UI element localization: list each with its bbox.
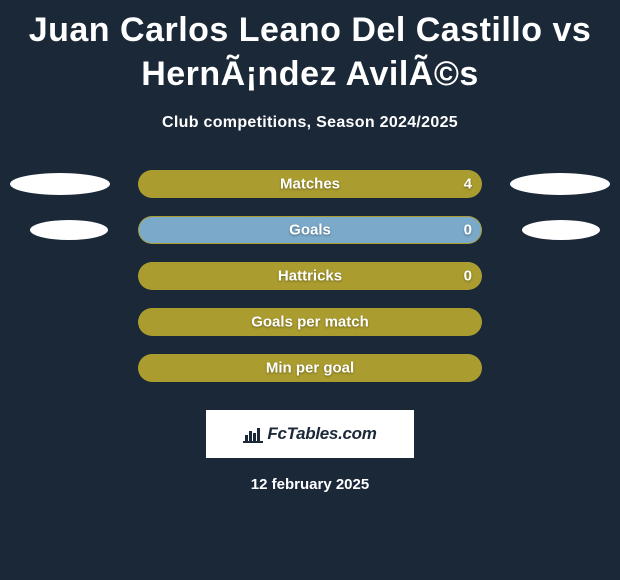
stat-bar: Goals per match <box>138 308 482 336</box>
subtitle: Club competitions, Season 2024/2025 <box>0 114 620 132</box>
brand-box[interactable]: FcTables.com <box>206 410 414 458</box>
bar-label: Goals per match <box>251 314 369 331</box>
page-title: Juan Carlos Leano Del Castillo vs HernÃ¡… <box>0 8 620 96</box>
ellipse-right <box>522 220 600 240</box>
stat-bar: Matches 4 <box>138 170 482 198</box>
stat-row: Hattricks 0 <box>0 262 620 290</box>
ellipse-left <box>30 220 108 240</box>
stat-rows: Matches 4 Goals 0 Hattricks 0 Goals per match M… <box>0 170 620 382</box>
comparison-widget: Juan Carlos Leano Del Castillo vs HernÃ¡… <box>0 0 620 493</box>
bar-value: 0 <box>464 222 472 239</box>
chart-icon <box>243 425 263 443</box>
bar-label: Min per goal <box>266 360 354 377</box>
bar-value: 0 <box>464 268 472 285</box>
stat-row: Goals per match <box>0 308 620 336</box>
bar-label: Hattricks <box>278 268 342 285</box>
bar-value: 4 <box>464 176 472 193</box>
ellipse-right <box>510 173 610 195</box>
date-text: 12 february 2025 <box>0 476 620 493</box>
brand-text: FcTables.com <box>267 424 376 444</box>
stat-row: Goals 0 <box>0 216 620 244</box>
stat-bar: Min per goal <box>138 354 482 382</box>
bar-label: Matches <box>280 176 340 193</box>
bar-label: Goals <box>289 222 331 239</box>
stat-bar: Goals 0 <box>138 216 482 244</box>
stat-row: Min per goal <box>0 354 620 382</box>
stat-bar: Hattricks 0 <box>138 262 482 290</box>
ellipse-left <box>10 173 110 195</box>
stat-row: Matches 4 <box>0 170 620 198</box>
